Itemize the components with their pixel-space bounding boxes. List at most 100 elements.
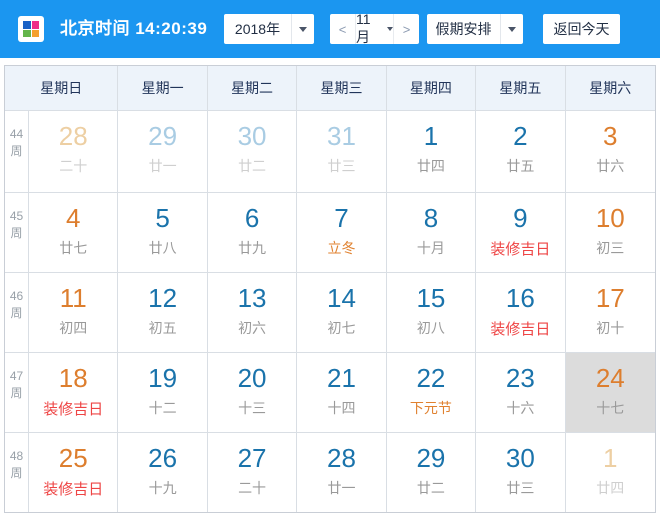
day-subtext: 装修吉日 xyxy=(43,401,104,418)
calendar-day-cell[interactable]: 26 十九 xyxy=(118,433,208,512)
calendar-day-cell[interactable]: 1 廿四 xyxy=(386,111,477,193)
day-subtext: 初八 xyxy=(416,320,445,336)
day-number: 2 xyxy=(513,121,528,151)
day-subtext: 十二 xyxy=(148,400,177,416)
day-subtext: 廿三 xyxy=(327,158,356,174)
calendar-day-cell[interactable]: 14 初七 xyxy=(297,273,387,353)
day-subtext: 初五 xyxy=(148,320,177,336)
calendar-day-cell[interactable]: 7 立冬 xyxy=(297,193,387,273)
calendar-day-cell[interactable]: 28 廿一 xyxy=(297,433,387,512)
calendar-day-cell[interactable]: 15 初八 xyxy=(386,273,477,353)
holiday-dropdown-button[interactable] xyxy=(500,14,523,44)
chevron-down-icon xyxy=(508,26,516,32)
calendar-day-cell[interactable]: 11 初四 xyxy=(29,273,119,353)
weekday-header: 星期五 xyxy=(476,66,566,111)
day-subtext: 廿一 xyxy=(327,480,356,496)
calendar-day-cell[interactable]: 20 十三 xyxy=(207,353,298,433)
calendar-day-cell[interactable]: 3 廿六 xyxy=(565,111,655,193)
calendar-day-cell[interactable]: 6 廿九 xyxy=(207,193,298,273)
calendar-day-cell[interactable]: 25 装修吉日 xyxy=(29,433,119,512)
calendar-day-cell[interactable]: 4 廿七 xyxy=(29,193,119,273)
day-number: 7 xyxy=(334,203,349,233)
year-select[interactable]: 2018年 xyxy=(224,14,314,44)
chevron-down-icon xyxy=(387,27,393,31)
day-subtext: 初七 xyxy=(327,320,356,336)
week-number: 46 周 xyxy=(5,273,29,353)
calendar-grid: 星期日 星期一 星期二 星期三 星期四 星期五 星期六 44 周 28 二十 29 廿一 30 廿二 31 廿三… xyxy=(4,65,656,513)
holiday-schedule-select[interactable]: 假期安排 xyxy=(427,14,523,44)
calendar-day-cell[interactable]: 28 二十 xyxy=(29,111,119,193)
weekday-header: 星期四 xyxy=(386,66,477,111)
week-number: 45 周 xyxy=(5,193,29,273)
calendar-day-cell[interactable]: 29 廿一 xyxy=(118,111,208,193)
calendar-day-cell[interactable]: 23 十六 xyxy=(476,353,566,433)
calendar-day-cell[interactable]: 12 初五 xyxy=(118,273,208,353)
weekday-header: 星期日 xyxy=(5,66,119,111)
day-subtext: 廿二 xyxy=(238,158,267,174)
month-select-value: 11月 xyxy=(356,11,371,45)
calendar-day-cell[interactable]: 29 廿二 xyxy=(386,433,477,512)
back-to-today-button[interactable]: 返回今天 xyxy=(543,14,620,44)
calendar-day-cell[interactable]: 1 廿四 xyxy=(565,433,655,512)
calendar-day-cell[interactable]: 27 二十 xyxy=(207,433,298,512)
prev-month-button[interactable]: < xyxy=(330,14,356,44)
day-subtext: 初六 xyxy=(238,320,267,336)
calendar-day-cell[interactable]: 17 初十 xyxy=(565,273,655,353)
day-subtext: 十三 xyxy=(238,400,267,416)
day-number: 28 xyxy=(58,121,88,151)
day-number: 4 xyxy=(65,203,81,233)
calendar-day-cell[interactable]: 22 下元节 xyxy=(386,353,477,433)
month-navigator: < 11月 > xyxy=(330,11,419,47)
year-dropdown-button[interactable] xyxy=(291,14,314,44)
day-subtext: 十月 xyxy=(416,240,445,256)
calendar-day-cell-today[interactable]: 24 十七 xyxy=(565,353,655,433)
day-subtext: 廿一 xyxy=(148,158,177,174)
day-number: 19 xyxy=(148,363,178,393)
weekday-header: 星期六 xyxy=(565,66,655,111)
calendar-day-cell[interactable]: 9 装修吉日 xyxy=(476,193,566,273)
calendar-day-cell[interactable]: 31 廿三 xyxy=(297,111,387,193)
day-subtext: 廿七 xyxy=(59,240,88,256)
calendar-day-cell[interactable]: 13 初六 xyxy=(207,273,298,353)
app-logo-icon xyxy=(18,16,44,42)
day-number: 16 xyxy=(505,283,535,313)
calendar-day-cell[interactable]: 19 十二 xyxy=(118,353,208,433)
chevron-down-icon xyxy=(299,26,307,32)
calendar-day-cell[interactable]: 30 廿三 xyxy=(476,433,566,512)
calendar-day-cell[interactable]: 2 廿五 xyxy=(476,111,566,193)
week-number: 47 周 xyxy=(5,353,29,433)
day-number: 15 xyxy=(416,283,446,313)
day-subtext: 装修吉日 xyxy=(43,481,104,498)
day-subtext: 廿二 xyxy=(416,480,445,496)
day-subtext: 立冬 xyxy=(327,240,356,256)
holiday-schedule-label[interactable]: 假期安排 xyxy=(435,21,492,37)
next-month-button[interactable]: > xyxy=(393,14,419,44)
calendar-day-cell[interactable]: 10 初三 xyxy=(565,193,655,273)
beijing-time-label: 北京时间 14:20:39 xyxy=(60,19,208,38)
calendar-day-cell[interactable]: 16 装修吉日 xyxy=(476,273,566,353)
month-select[interactable]: 11月 xyxy=(356,11,393,47)
calendar-day-cell[interactable]: 21 十四 xyxy=(297,353,387,433)
year-select-value[interactable]: 2018年 xyxy=(234,21,281,37)
day-number: 9 xyxy=(513,203,528,233)
day-number: 29 xyxy=(148,121,178,151)
day-number: 31 xyxy=(327,121,356,151)
day-subtext: 装修吉日 xyxy=(490,321,551,338)
weekday-header: 星期一 xyxy=(118,66,208,111)
week-number: 44 周 xyxy=(5,111,29,193)
calendar-day-cell[interactable]: 8 十月 xyxy=(386,193,477,273)
logo-quadrant xyxy=(23,29,31,37)
calendar-day-cell[interactable]: 30 廿二 xyxy=(207,111,298,193)
logo-quadrant xyxy=(31,21,39,29)
calendar-day-cell[interactable]: 18 装修吉日 xyxy=(29,353,119,433)
day-subtext: 十九 xyxy=(148,480,177,496)
day-number: 12 xyxy=(148,283,178,313)
day-subtext: 初十 xyxy=(596,320,625,336)
calendar-day-cell[interactable]: 5 廿八 xyxy=(118,193,208,273)
day-subtext: 廿八 xyxy=(148,240,177,256)
day-subtext: 廿九 xyxy=(238,240,267,256)
day-number: 29 xyxy=(416,443,446,473)
weekday-header: 星期三 xyxy=(297,66,387,111)
day-subtext: 廿三 xyxy=(506,480,535,496)
day-subtext: 装修吉日 xyxy=(490,241,551,258)
